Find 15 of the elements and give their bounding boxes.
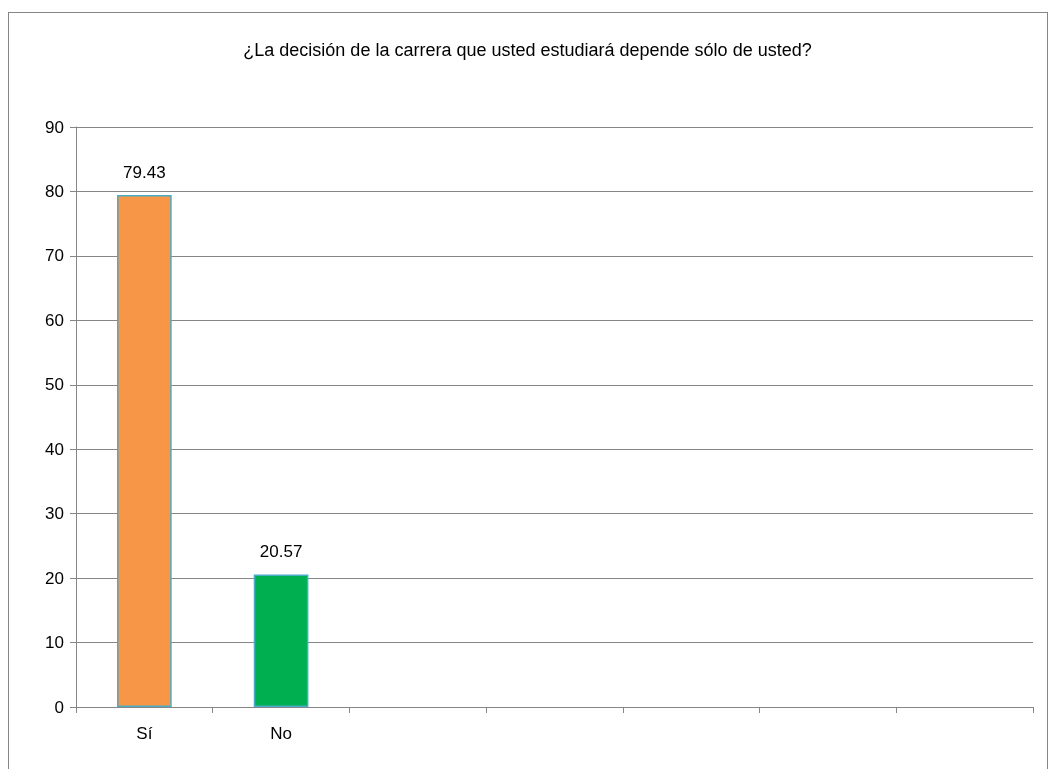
y-tick-label: 20 [45,568,64,588]
x-tick-label: No [270,724,292,743]
chart-title: ¿La decisión de la carrera que usted estudiará depende sólo de usted? [243,40,812,60]
y-tick-label: 50 [45,375,64,395]
data-label: 79.43 [123,163,166,183]
y-tick-label: 10 [45,633,64,653]
x-tick-label: Sí [136,724,153,743]
y-tick-label: 80 [45,181,64,201]
y-tick-label: 30 [45,504,64,524]
data-label: 20.57 [259,542,303,562]
y-tick-label: 0 [54,697,64,717]
y-tick-label: 90 [45,117,64,137]
y-tick-label: 70 [45,246,64,266]
y-tick-label: 60 [45,310,64,330]
y-tick-label: 40 [45,439,64,459]
